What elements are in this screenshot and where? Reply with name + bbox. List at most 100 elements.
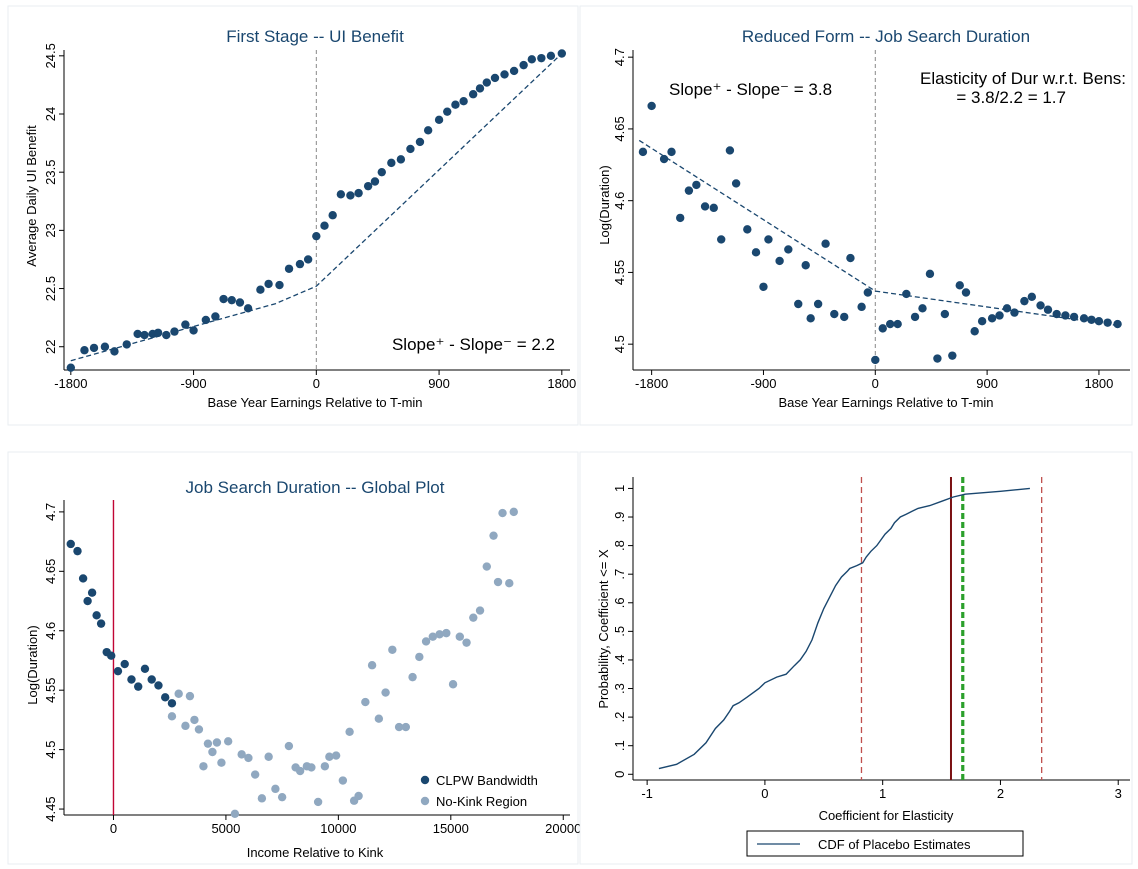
clpw-point [147,675,156,684]
placebo-cdf-panel: Coefficient for Elasticity Probability, … [579,451,1133,865]
cdf-legend: CDF of Placebo Estimates [746,830,1024,857]
first-stage-ylabel: Average Daily UI Benefit [24,125,39,267]
y-tick-label: 4.5 [43,741,58,759]
data-point [1020,296,1029,306]
data-point [312,231,321,241]
data-point [857,302,866,312]
x-tick-label: 15000 [433,821,469,836]
data-point [692,180,701,190]
data-point [89,343,99,353]
x-tick-label: 3 [1115,786,1122,801]
no-kink-point [223,737,233,746]
data-point [840,312,849,322]
data-point [181,320,190,329]
x-tick-label: 1800 [547,376,576,391]
data-point [940,309,950,319]
no-kink-point [388,645,397,654]
no-kink-point [361,697,370,707]
data-point [871,355,880,365]
data-point [500,70,509,79]
x-tick-label: 900 [428,376,450,391]
data-point [970,327,979,336]
clpw-point [167,699,177,708]
data-point [227,295,236,305]
first-stage-annotation: Slope⁺ - Slope⁻ = 2.2 [392,335,555,354]
no-kink-point [264,752,273,761]
reduced-form-title: Reduced Form -- Job Search Duration [742,27,1030,46]
first-stage-xlabel: Base Year Earnings Relative to T-min [207,395,422,410]
data-point [110,347,119,356]
data-point [784,245,793,254]
no-kink-point [408,672,417,682]
y-tick-label: 4.45 [43,796,58,821]
no-kink-point [181,721,190,731]
no-kink-point [237,750,246,759]
no-kink-point [284,741,294,751]
data-point [509,66,519,76]
no-kink-point [174,689,183,698]
y-tick-label: .6 [612,597,627,608]
data-point [377,167,386,177]
data-point [667,147,676,157]
clpw-point [161,693,170,702]
data-point [415,137,425,147]
data-point [813,299,823,309]
no-kink-point [185,691,195,701]
data-point [1010,308,1019,317]
data-point [201,315,211,325]
data-point [863,288,873,297]
data-point [320,221,329,230]
x-tick-label: -1800 [54,376,87,391]
no-kink-point [199,762,208,771]
no-kink-point [167,712,177,721]
data-point [122,340,131,349]
data-point [284,264,294,273]
data-point [910,312,920,322]
data-point [363,181,373,191]
data-point [794,299,803,309]
data-point [423,126,433,135]
no-kink-point [448,680,458,689]
data-point [995,311,1004,320]
no-kink-point [331,751,341,760]
data-point [387,158,396,168]
no-kink-point [442,628,451,638]
data-point [468,90,478,99]
y-tick-label: 4.55 [43,678,58,703]
no-kink-point [277,792,287,802]
data-point [80,346,89,355]
data-point [346,191,355,200]
x-tick-label: -900 [181,376,207,391]
y-tick-label: 24 [43,107,58,121]
y-tick-label: 23 [43,223,58,237]
no-kink-point [325,752,334,761]
x-tick-label: -1 [641,786,653,801]
clpw-point [134,682,143,691]
data-point [275,280,284,290]
x-tick-label: 0 [110,821,117,836]
data-point [546,51,556,61]
first-stage-panel: First Stage -- UI Benefit Base Year Earn… [7,5,579,426]
no-kink-point [505,579,514,588]
y-tick-label: 1 [612,485,627,492]
no-kink-point [208,747,217,757]
clpw-point [120,659,129,669]
legend-label-no-kink: No-Kink Region [436,794,527,809]
x-tick-label: 1800 [1084,376,1113,391]
data-point [189,326,198,335]
data-point [1103,318,1112,327]
x-tick-label: 1 [879,786,886,801]
no-kink-point [394,722,404,732]
y-tick-label: 22 [43,339,58,353]
no-kink-point [428,632,438,641]
x-tick-label: 2 [997,786,1004,801]
data-point [731,179,741,188]
no-kink-point [320,762,330,771]
data-point [475,84,485,93]
y-tick-label: 23.5 [43,160,58,185]
data-point [235,298,245,307]
data-point [1094,317,1104,326]
no-kink-point [307,763,316,772]
no-kink-point [354,791,363,801]
clpw-point [73,546,82,556]
